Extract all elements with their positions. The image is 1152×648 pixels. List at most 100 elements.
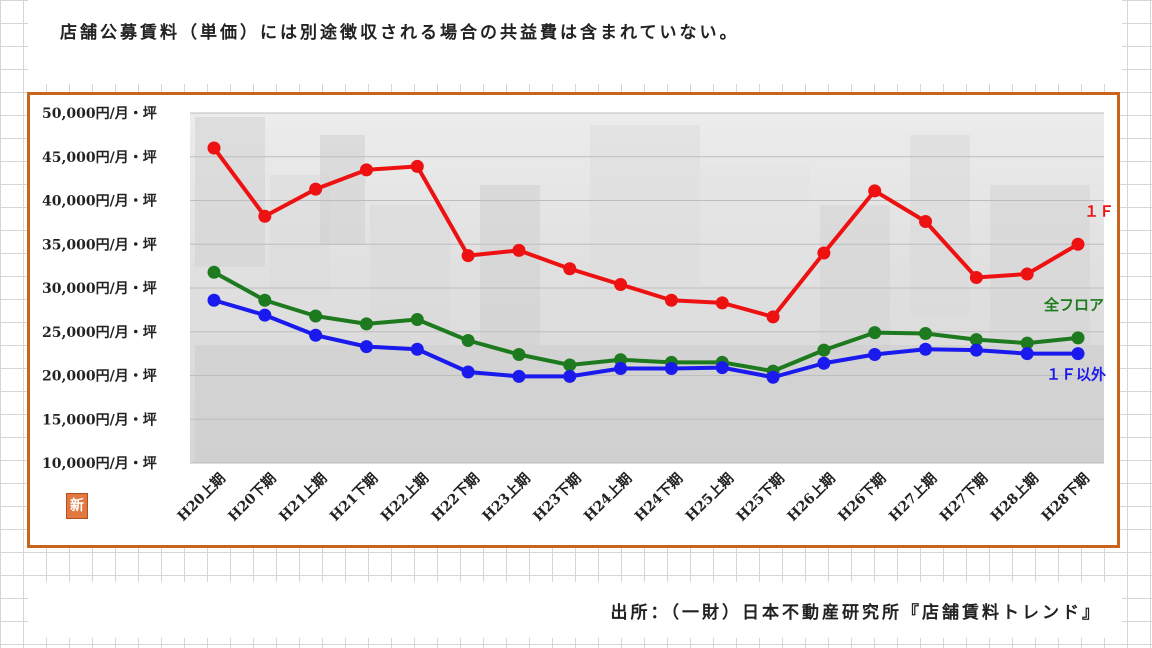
x-tick-label: H26上期 <box>784 471 838 525</box>
data-point <box>664 362 678 375</box>
y-tick-label: 25,000円/月・坪 <box>42 325 157 341</box>
data-point <box>258 209 272 223</box>
series-line <box>213 298 1078 380</box>
data-point <box>207 141 221 155</box>
x-tick-label: H23上期 <box>480 471 534 525</box>
data-point <box>563 358 577 372</box>
data-point <box>868 348 882 361</box>
grid <box>190 112 1104 464</box>
x-tick-label: H21上期 <box>276 471 330 525</box>
x-tick-label: H22上期 <box>378 471 432 525</box>
y-tick-label: 35,000円/月・坪 <box>42 237 157 253</box>
note-strip <box>28 0 1122 84</box>
x-tick-label: H24下期 <box>632 471 686 525</box>
line-chart: 50,000円/月・坪 45,000円/月・坪 40,000円/月・坪 35,000円… <box>42 106 1114 525</box>
y-tick-label: 50,000円/月・坪 <box>42 106 157 122</box>
data-point <box>817 246 831 260</box>
data-point <box>1071 237 1085 251</box>
data-point <box>563 369 577 383</box>
x-tick-label: H25下期 <box>734 471 788 525</box>
data-point <box>919 342 933 356</box>
background-photo <box>195 117 1104 463</box>
data-point <box>359 340 373 354</box>
data-point <box>614 362 628 375</box>
data-point <box>410 159 424 173</box>
data-point <box>258 293 272 307</box>
data-point <box>766 370 780 384</box>
data-point <box>207 293 221 307</box>
photo-block <box>195 117 265 267</box>
data-point <box>614 278 628 291</box>
y-tick-label: 10,000円/月・坪 <box>42 456 157 472</box>
data-point <box>817 356 831 370</box>
series-line <box>212 146 1080 319</box>
data-point <box>207 265 221 279</box>
y-tick-label: 20,000円/月・坪 <box>42 369 157 385</box>
x-tick-label: H22下期 <box>429 471 483 525</box>
data-point <box>461 249 475 263</box>
photo-block <box>700 165 810 285</box>
x-tick-label: H20下期 <box>225 471 279 525</box>
series-label: １Ｆ以外 <box>1046 366 1106 384</box>
data-point <box>715 296 729 310</box>
x-tick-label: H27下期 <box>937 471 991 525</box>
data-point <box>868 184 882 198</box>
x-axis: H20上期H20下期H21上期H21下期H22上期H22下期H23上期H23下期… <box>175 471 1093 525</box>
data-point <box>461 365 475 379</box>
source-strip <box>28 582 1122 638</box>
data-point <box>410 342 424 356</box>
x-tick-label: H25上期 <box>683 471 737 525</box>
series-line <box>213 270 1079 374</box>
x-tick-label: H28下期 <box>1039 471 1093 525</box>
new-badge: 新 <box>66 493 88 519</box>
y-tick-label: 45,000円/月・坪 <box>42 150 157 166</box>
series-label: １Ｆ <box>1084 202 1114 220</box>
data-point <box>359 317 373 331</box>
y-tick-label: 40,000円/月・坪 <box>42 194 157 210</box>
x-tick-label: H24上期 <box>581 471 635 525</box>
x-tick-label: H27上期 <box>886 471 940 525</box>
data-point <box>410 313 424 326</box>
chart-frame: 50,000円/月・坪 45,000円/月・坪 40,000円/月・坪 35,000円… <box>27 92 1120 548</box>
data-point <box>1020 267 1034 281</box>
series-label: 全フロア <box>1043 296 1104 314</box>
data-point <box>969 333 983 347</box>
x-tick-label: H23下期 <box>530 471 584 525</box>
series-labels: １Ｆ 全フロア １Ｆ以外 <box>1043 202 1114 383</box>
data-point <box>664 293 678 307</box>
data-point <box>563 262 577 276</box>
photo-block <box>195 345 1104 463</box>
data-point <box>461 334 475 347</box>
data-point <box>309 328 323 342</box>
data-point <box>969 343 983 357</box>
data-point <box>512 369 526 383</box>
x-tick-label: H26下期 <box>835 471 889 525</box>
data-point <box>817 343 831 357</box>
data-point <box>1020 336 1034 350</box>
source-citation: 出所：（一財）日本不動産研究所『店舗賃料トレンド』 <box>610 603 1102 623</box>
series-group <box>207 141 1085 384</box>
photo-block <box>480 185 540 345</box>
data-point <box>969 271 983 284</box>
x-tick-label: H21下期 <box>327 471 381 525</box>
y-axis: 50,000円/月・坪 45,000円/月・坪 40,000円/月・坪 35,000円… <box>42 106 157 472</box>
data-point <box>359 163 373 177</box>
y-tick-label: 15,000円/月・坪 <box>42 412 157 428</box>
data-point <box>309 309 323 323</box>
data-point <box>715 361 729 375</box>
chart-note: 店舗公募賃料（単価）には別途徴収される場合の共益費は含まれていない。 <box>60 23 740 43</box>
photo-block <box>910 135 970 315</box>
x-tick-label: H28上期 <box>988 471 1042 525</box>
photo-block <box>590 125 700 295</box>
data-point <box>868 326 882 340</box>
data-point <box>309 182 323 196</box>
y-tick-label: 30,000円/月・坪 <box>42 281 157 297</box>
data-point <box>258 308 272 322</box>
x-tick-label: H20上期 <box>175 471 229 525</box>
photo-block <box>320 135 365 245</box>
data-point <box>919 327 933 340</box>
data-point <box>512 348 526 361</box>
data-point <box>1071 347 1085 361</box>
data-point <box>512 243 526 257</box>
data-point <box>766 310 780 324</box>
